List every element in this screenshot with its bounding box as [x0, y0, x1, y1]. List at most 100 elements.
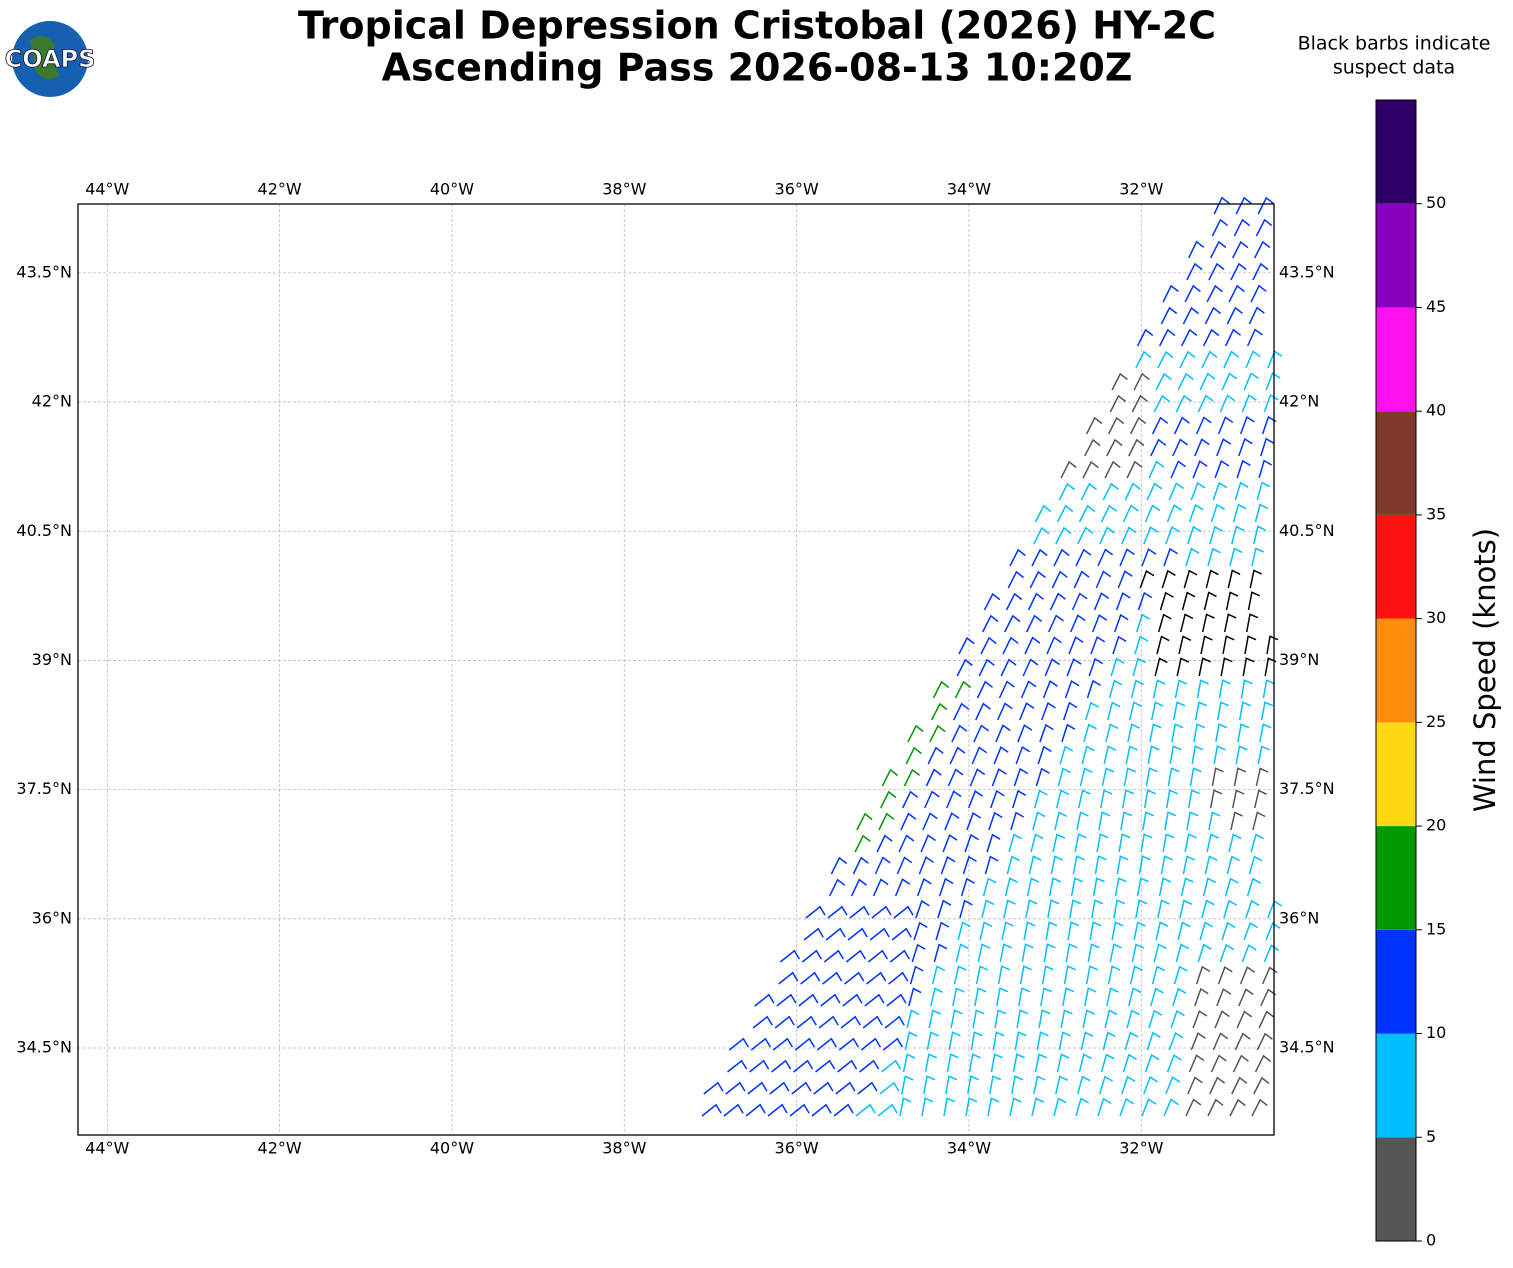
wind-barb	[1121, 1075, 1136, 1095]
wind-barb	[971, 746, 988, 765]
wind-barb	[1168, 482, 1185, 501]
wind-barb	[1178, 635, 1192, 655]
wind-barb	[1097, 548, 1114, 567]
wind-barb	[1223, 613, 1237, 633]
wind-barb	[1090, 635, 1106, 655]
wind-barb	[1039, 723, 1054, 743]
wind-barb	[898, 834, 915, 853]
wind-barb	[1218, 679, 1231, 699]
wind-barb	[932, 680, 950, 699]
wind-barb	[701, 1103, 722, 1117]
wind-barb	[1136, 877, 1149, 897]
wind-barb	[1136, 328, 1154, 347]
wind-barb	[842, 993, 863, 1007]
wind-barb	[838, 1037, 860, 1051]
wind-barb	[1127, 723, 1140, 743]
wind-barb	[1006, 855, 1020, 875]
wind-barb	[1072, 855, 1085, 875]
wind-barb	[1187, 789, 1200, 809]
wind-barb	[1033, 526, 1050, 545]
wind-barb	[857, 1081, 878, 1095]
wind-barb	[1154, 657, 1168, 677]
wind-barb	[820, 993, 841, 1007]
wind-barb	[988, 811, 1003, 831]
wind-barb	[879, 1081, 900, 1095]
wind-barb	[1185, 1098, 1202, 1117]
wind-barb	[1197, 394, 1214, 413]
wind-barb	[1228, 284, 1245, 303]
wind-barb	[987, 1097, 1000, 1117]
wind-barb	[923, 1075, 936, 1095]
wind-barb	[948, 1031, 961, 1051]
wind-barb	[1098, 811, 1111, 831]
wind-barb	[999, 943, 1013, 963]
wind-barb	[1169, 745, 1182, 765]
logo: COAPS	[4, 21, 96, 97]
wind-barb	[942, 834, 958, 853]
wind-barb	[1165, 789, 1178, 809]
wind-barb	[1247, 591, 1261, 611]
wind-barb	[1151, 416, 1169, 435]
wind-barb	[856, 812, 873, 831]
wind-barb	[992, 1031, 1005, 1051]
wind-barb	[1166, 1054, 1182, 1073]
wind-barb	[1165, 525, 1181, 545]
wind-barb	[1182, 855, 1196, 875]
wind-barb	[935, 921, 950, 941]
colorbar-tick-label: 40	[1426, 401, 1446, 420]
wind-barb	[1233, 767, 1247, 787]
wind-barb	[1183, 569, 1198, 589]
wind-barb	[1084, 701, 1099, 721]
wind-barb	[913, 921, 928, 941]
wind-barb	[1160, 306, 1178, 325]
wind-barb	[779, 949, 801, 963]
wind-barb	[1240, 679, 1253, 699]
wind-barb	[867, 949, 889, 963]
x-tick-label: 32°W	[1119, 1139, 1163, 1158]
wind-barb	[1232, 1054, 1249, 1073]
wind-barb	[1176, 657, 1190, 677]
title-line: Ascending Pass 2026-08-13 10:20Z	[382, 46, 1133, 90]
wind-barb	[1009, 1097, 1022, 1117]
x-tick-label: 34°W	[947, 1139, 991, 1158]
wind-barb	[968, 1053, 981, 1073]
wind-barb	[1060, 1009, 1073, 1029]
wind-barb	[769, 1081, 790, 1095]
wind-barb	[1234, 1032, 1251, 1051]
wind-barb	[1153, 943, 1167, 963]
wind-barb	[1265, 922, 1281, 941]
wind-barb	[1204, 855, 1218, 875]
wind-barb	[1050, 855, 1064, 875]
wind-barb	[1064, 679, 1080, 699]
wind-barb	[1023, 921, 1036, 941]
wind-barb	[1092, 614, 1108, 633]
wind-barb	[962, 855, 977, 875]
wind-barb	[1231, 525, 1245, 545]
colorbar-segment	[1376, 618, 1416, 723]
x-tick-label: 40°W	[430, 1139, 474, 1158]
wind-barb	[872, 878, 889, 897]
wind-barb	[1191, 745, 1204, 765]
wind-barb	[823, 949, 845, 963]
wind-barb	[1232, 240, 1249, 259]
wind-barb	[1215, 723, 1228, 743]
wind-barb	[1259, 723, 1272, 743]
wind-barb	[1066, 658, 1082, 677]
wind-barb	[815, 1059, 836, 1073]
wind-barb	[1236, 459, 1251, 479]
wind-barb	[1133, 372, 1150, 391]
wind-barb	[966, 811, 982, 831]
colorbar-segment	[1376, 929, 1416, 1034]
wind-barb	[1267, 350, 1283, 369]
wind-barb	[1107, 965, 1121, 985]
wind-barb	[1086, 679, 1101, 699]
wind-barb	[1207, 547, 1221, 567]
wind-barb	[1080, 1031, 1094, 1051]
wind-barb	[945, 1075, 958, 1095]
wind-barb	[1111, 372, 1128, 391]
wind-barb	[1145, 767, 1158, 787]
wind-barb	[925, 768, 942, 787]
wind-barb	[1018, 987, 1031, 1007]
wind-barb	[1177, 921, 1191, 941]
wind-barb	[1188, 503, 1204, 523]
